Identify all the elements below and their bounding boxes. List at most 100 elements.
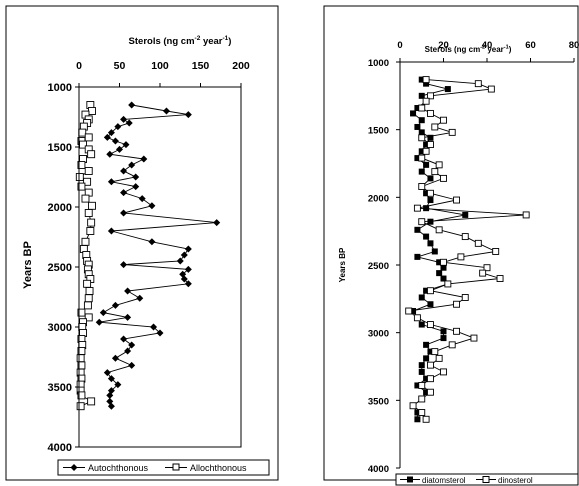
data-point-diatomsterol <box>414 105 421 112</box>
data-point-dinosterol <box>453 300 460 308</box>
data-point-diatomsterol <box>414 226 421 233</box>
data-point-autochthonous <box>180 251 188 259</box>
legend-diatomsterol-marker <box>407 476 413 483</box>
right-y-tick-label: 1000 <box>368 58 389 69</box>
legend-dinosterol-marker <box>482 476 490 483</box>
left-ticks <box>75 83 242 448</box>
data-point-dinosterol <box>440 258 447 266</box>
data-point-autochthonous <box>132 173 140 181</box>
data-point-dinosterol <box>409 402 417 410</box>
left-y-tick-label: 3000 <box>48 322 72 334</box>
data-point-allochthonous <box>88 107 96 115</box>
data-point-diatomsterol <box>423 375 430 382</box>
data-point-dinosterol <box>418 104 426 112</box>
data-point-dinosterol <box>431 348 439 356</box>
data-point-autochthonous <box>114 381 122 389</box>
data-point-autochthonous <box>95 318 103 326</box>
data-point-autochthonous <box>184 280 192 288</box>
data-point-allochthonous <box>77 308 86 317</box>
left-y-tick-label: 1500 <box>48 142 72 154</box>
data-point-diatomsterol <box>414 155 421 162</box>
left-y-tick-label: 2000 <box>48 202 72 214</box>
data-point-dinosterol <box>405 307 413 315</box>
data-point-diatomsterol <box>423 233 430 240</box>
data-point-diatomsterol <box>427 348 434 355</box>
data-point-autochthonous <box>150 323 158 331</box>
data-point-dinosterol <box>444 280 452 288</box>
data-point-autochthonous <box>116 145 123 153</box>
left-chart: Sterols (ng cm-2 year-1) Years BP 0 50 100… <box>5 5 279 481</box>
data-point-allochthonous <box>83 177 92 186</box>
data-point-allochthonous <box>87 150 96 159</box>
data-point-diatomsterol <box>436 259 443 266</box>
data-point-autochthonous <box>124 287 132 295</box>
data-point-allochthonous <box>77 391 86 400</box>
data-point-autochthonous <box>128 341 136 349</box>
data-point-allochthonous <box>85 287 94 295</box>
data-point-dinosterol <box>418 381 426 389</box>
left-chart-border <box>5 5 279 481</box>
data-point-diatomsterol <box>418 362 425 369</box>
data-point-diatomsterol <box>418 148 425 155</box>
data-point-dinosterol <box>427 361 434 369</box>
data-point-allochthonous <box>83 279 92 288</box>
legend-autochthonous-label: Autochthonous <box>88 463 149 473</box>
right-x-tick-label: 40 <box>482 40 493 51</box>
data-point-diatomsterol <box>414 409 421 416</box>
left-x-tick-label: 100 <box>151 60 169 72</box>
data-point-diatomsterol <box>418 368 425 375</box>
data-point-allochthonous <box>79 140 88 149</box>
data-point-autochthonous <box>184 111 192 119</box>
data-point-dinosterol <box>435 161 443 169</box>
left-legend-box <box>57 459 270 476</box>
data-point-diatomsterol <box>423 141 430 148</box>
data-point-autochthonous <box>132 183 140 191</box>
data-point-dinosterol <box>483 264 491 272</box>
data-point-autochthonous <box>128 101 136 109</box>
data-point-dinosterol <box>474 80 482 88</box>
left-y-axis-title: Years BP <box>22 241 34 289</box>
data-point-autochthonous <box>122 141 130 149</box>
right-y-tick-label: 2000 <box>368 193 389 204</box>
data-point-diatomsterol <box>418 117 425 124</box>
data-point-dinosterol <box>418 409 426 416</box>
data-point-diatomsterol <box>423 287 430 294</box>
data-point-diatomsterol <box>431 248 438 255</box>
data-point-autochthonous <box>111 354 119 362</box>
data-point-dinosterol <box>418 134 426 142</box>
data-point-dinosterol <box>431 123 439 131</box>
right-series-markers <box>405 76 530 423</box>
data-point-autochthonous <box>107 227 115 235</box>
data-point-diatomsterol <box>440 275 447 282</box>
data-point-autochthonous <box>107 129 115 137</box>
data-point-allochthonous <box>84 133 93 142</box>
data-point-autochthonous <box>99 309 107 317</box>
data-point-autochthonous <box>106 391 114 399</box>
data-point-dinosterol <box>427 92 434 100</box>
legend-dinosterol-label: dinosterol <box>498 476 533 485</box>
data-point-autochthonous <box>120 209 128 217</box>
data-point-dinosterol <box>461 233 469 241</box>
data-point-autochthonous <box>120 261 128 269</box>
data-point-diatomsterol <box>427 301 434 308</box>
left-x-tick-label: 150 <box>192 60 210 72</box>
data-point-dinosterol <box>440 368 447 376</box>
data-point-dinosterol <box>453 196 460 204</box>
data-point-diatomsterol <box>414 416 421 423</box>
data-point-dinosterol <box>427 189 434 197</box>
data-point-autochthonous <box>106 150 114 158</box>
data-point-dinosterol <box>435 354 443 362</box>
data-point-diatomsterol <box>418 129 425 136</box>
data-point-diatomsterol <box>418 168 425 175</box>
data-point-dinosterol <box>435 226 443 234</box>
data-point-dinosterol <box>413 314 421 322</box>
data-point-diatomsterol <box>462 211 469 218</box>
data-point-dinosterol <box>418 183 426 190</box>
right-y-tick-label: 2500 <box>368 261 389 272</box>
data-point-autochthonous <box>120 189 128 197</box>
data-point-allochthonous <box>87 397 96 406</box>
right-x-tick-label: 80 <box>569 40 579 51</box>
data-point-autochthonous <box>124 313 132 321</box>
data-point-diatomsterol <box>418 76 425 83</box>
